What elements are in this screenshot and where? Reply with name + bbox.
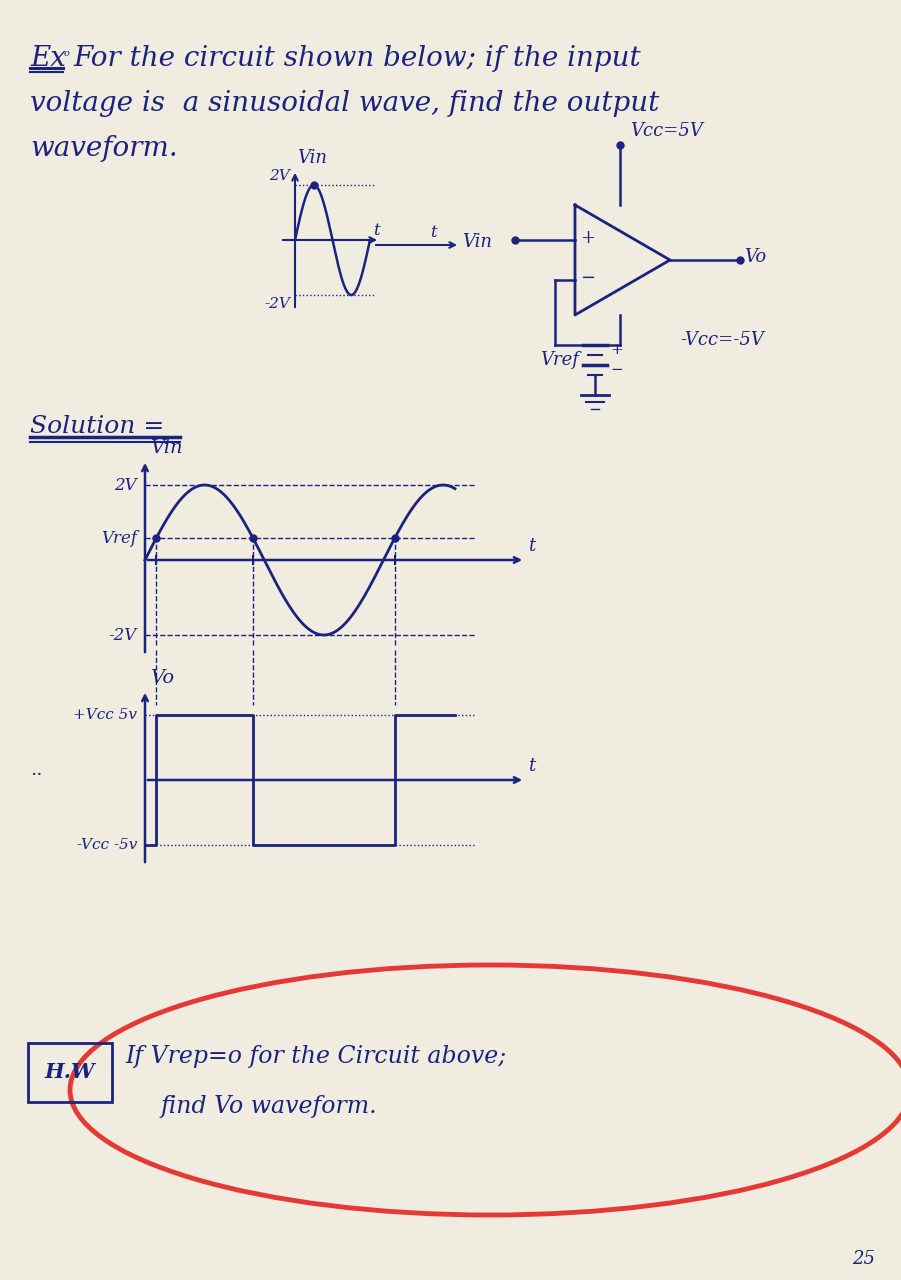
Text: Ex: Ex — [30, 45, 66, 72]
Text: t: t — [528, 538, 535, 556]
Text: Vin: Vin — [462, 233, 492, 251]
Text: t: t — [430, 224, 437, 241]
Text: -Vcc -5v: -Vcc -5v — [77, 838, 137, 852]
Text: voltage is  a sinusoidal wave, find the output: voltage is a sinusoidal wave, find the o… — [30, 90, 660, 116]
Text: -Vcc=-5V: -Vcc=-5V — [680, 332, 764, 349]
Text: For the circuit shown below; if the input: For the circuit shown below; if the inpu… — [73, 45, 641, 72]
Text: -2V: -2V — [109, 626, 137, 644]
Text: Vcc=5V: Vcc=5V — [630, 122, 703, 140]
Text: +: + — [580, 229, 595, 247]
Text: Vo: Vo — [150, 669, 174, 687]
Text: find Vo waveform.: find Vo waveform. — [160, 1094, 377, 1117]
Text: ₒ: ₒ — [64, 45, 70, 59]
Text: If Vrep=o for the Circuit above;: If Vrep=o for the Circuit above; — [125, 1044, 506, 1068]
Text: t: t — [528, 756, 535, 774]
Text: Solution =: Solution = — [30, 415, 164, 438]
Text: H.W: H.W — [45, 1062, 96, 1082]
Text: -2V: -2V — [264, 297, 290, 311]
Text: Vin: Vin — [150, 439, 183, 457]
Text: 2V: 2V — [269, 169, 290, 183]
Text: Vref: Vref — [101, 530, 137, 547]
Text: t: t — [373, 221, 379, 239]
Text: 2V: 2V — [114, 476, 137, 494]
Text: +: + — [610, 343, 623, 357]
Text: +Vcc 5v: +Vcc 5v — [73, 708, 137, 722]
Text: waveform.: waveform. — [30, 134, 177, 163]
Text: Vref: Vref — [540, 351, 578, 369]
Text: −: − — [610, 364, 623, 378]
Text: −: − — [580, 269, 596, 287]
Text: 25: 25 — [852, 1251, 875, 1268]
Text: ..: .. — [30, 762, 42, 780]
Text: Vo: Vo — [744, 248, 766, 266]
Text: Vin: Vin — [297, 148, 327, 166]
